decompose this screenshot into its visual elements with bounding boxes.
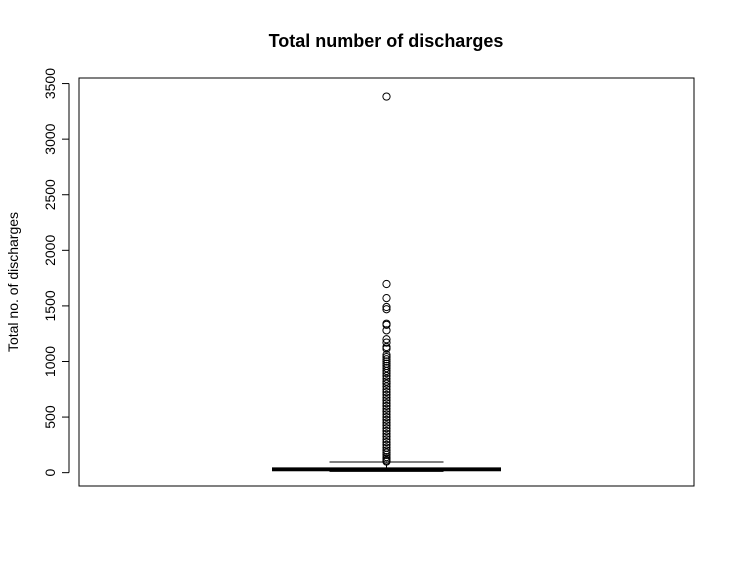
y-tick-label: 0 (42, 469, 58, 477)
y-tick-label: 3000 (42, 123, 58, 154)
outlier-point (382, 335, 391, 344)
outlier-point (382, 424, 391, 433)
outlier-point (382, 364, 391, 373)
outlier-point (382, 396, 391, 405)
outlier-point (382, 390, 391, 399)
outlier-point (382, 350, 391, 359)
outlier-point (382, 371, 391, 381)
y-axis: 0 500 1000 1500 2000 2500 3000 3500 (42, 68, 70, 477)
y-tick-label: 500 (42, 405, 58, 429)
outlier-point (382, 374, 391, 383)
outlier-point (382, 369, 391, 378)
outlier-point (382, 387, 391, 397)
outlier-point (382, 302, 391, 312)
outlier-point (382, 92, 391, 101)
outlier-point (382, 338, 391, 347)
y-tick-label: 1500 (42, 290, 58, 321)
outlier-points (382, 92, 391, 466)
outlier-point (382, 426, 391, 436)
outlier-point (382, 393, 391, 402)
outlier-point (382, 377, 391, 386)
outlier-point (382, 457, 391, 466)
plot-frame (78, 77, 695, 487)
y-axis-label: Total no. of discharges (5, 212, 21, 352)
outlier-point (382, 344, 391, 353)
outlier-point (382, 429, 391, 438)
outlier-point (382, 352, 391, 362)
outlier-point (382, 440, 391, 449)
outlier-point (382, 435, 391, 444)
outlier-point (382, 385, 391, 394)
outlier-point (382, 294, 391, 303)
outlier-point (382, 305, 391, 314)
outlier-point (382, 412, 391, 422)
outlier-point (382, 448, 391, 457)
y-tick-label: 2500 (42, 179, 58, 210)
y-tick-label: 3500 (42, 68, 58, 99)
outlier-point (382, 382, 391, 391)
box-plot (272, 461, 501, 472)
outlier-point (382, 450, 391, 459)
y-tick-label: 1000 (42, 346, 58, 377)
outlier-point (382, 366, 391, 376)
outlier-point (382, 342, 391, 352)
outlier-point (382, 421, 391, 430)
outlier-point (382, 279, 391, 289)
outlier-point (382, 355, 391, 364)
outlier-point (382, 437, 391, 447)
outlier-point (382, 446, 391, 455)
outlier-point (382, 399, 391, 408)
outlier-point (382, 326, 391, 335)
outlier-point (382, 410, 391, 419)
outlier-point (382, 401, 391, 411)
outlier-point (382, 418, 391, 427)
y-tick-label: 2000 (42, 235, 58, 266)
outlier-point (382, 432, 391, 441)
outlier-point (382, 379, 391, 388)
outlier-point (382, 415, 391, 424)
chart-title: Total number of discharges (269, 31, 504, 51)
outlier-point (382, 404, 391, 413)
outlier-point (382, 320, 391, 329)
outlier-point (382, 407, 391, 416)
outlier-point (382, 357, 391, 366)
